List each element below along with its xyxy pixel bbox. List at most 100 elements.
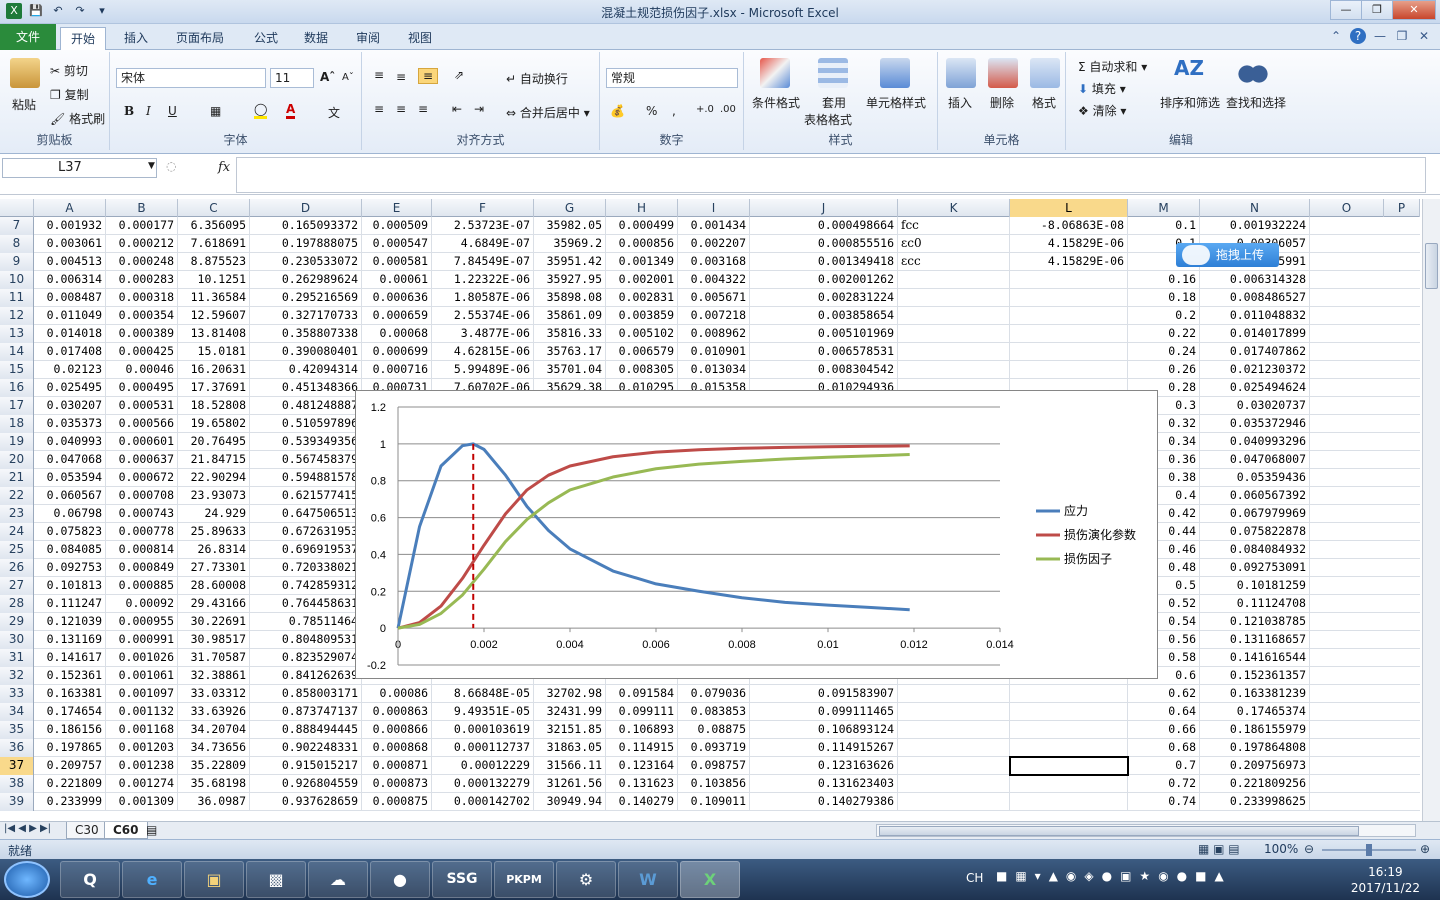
cell-b39[interactable]: 0.001309 [106, 793, 178, 811]
cell-i15[interactable]: 0.013034 [678, 361, 750, 379]
cell-m38[interactable]: 0.72 [1128, 775, 1200, 793]
column-header-l[interactable]: L [1010, 199, 1128, 217]
row-header[interactable]: 12 [0, 307, 34, 325]
conditional-format-icon[interactable] [760, 58, 790, 88]
cell-b17[interactable]: 0.000531 [106, 397, 178, 415]
minimize-button[interactable]: — [1330, 0, 1362, 20]
cell-e35[interactable]: 0.000866 [362, 721, 432, 739]
cell-i8[interactable]: 0.002207 [678, 235, 750, 253]
row-header[interactable]: 27 [0, 577, 34, 595]
cell-n30[interactable]: 0.131168657 [1200, 631, 1310, 649]
cell-g10[interactable]: 35927.95 [534, 271, 606, 289]
cell-b12[interactable]: 0.000354 [106, 307, 178, 325]
cell-a13[interactable]: 0.014018 [34, 325, 106, 343]
cell-c18[interactable]: 19.65802 [178, 415, 250, 433]
cell-c19[interactable]: 20.76495 [178, 433, 250, 451]
zoom-slider-thumb[interactable] [1366, 844, 1372, 856]
cell-j35[interactable]: 0.106893124 [750, 721, 898, 739]
cell-a24[interactable]: 0.075823 [34, 523, 106, 541]
cell-l39[interactable] [1010, 793, 1128, 811]
column-header-f[interactable]: F [432, 199, 534, 217]
insert-function-button[interactable]: fx [218, 160, 231, 175]
cell-k7[interactable]: fcc [898, 217, 1010, 235]
cell-i33[interactable]: 0.079036 [678, 685, 750, 703]
row-header[interactable]: 9 [0, 253, 34, 271]
row-header[interactable]: 34 [0, 703, 34, 721]
cell-d13[interactable]: 0.358807338 [250, 325, 362, 343]
cell-m34[interactable]: 0.64 [1128, 703, 1200, 721]
cell-g14[interactable]: 35763.17 [534, 343, 606, 361]
cell-d23[interactable]: 0.647506513 [250, 505, 362, 523]
cell-d38[interactable]: 0.926804559 [250, 775, 362, 793]
cut-button[interactable]: ✂ 剪切 [50, 62, 88, 79]
increase-indent-icon[interactable]: ⇥ [474, 102, 485, 116]
cell-a30[interactable]: 0.131169 [34, 631, 106, 649]
align-bottom-icon[interactable]: ≡ [418, 68, 438, 84]
cell-e11[interactable]: 0.000636 [362, 289, 432, 307]
cell-j33[interactable]: 0.091583907 [750, 685, 898, 703]
undo-icon[interactable]: ↶ [53, 4, 63, 17]
sheet-tab-c60[interactable]: C60 [104, 822, 148, 839]
sheet-nav-icons[interactable]: |◀ ◀ ▶ ▶| [4, 823, 52, 834]
cell-a11[interactable]: 0.008487 [34, 289, 106, 307]
merge-center-button[interactable]: ⇔ 合并后居中 ▾ [506, 106, 590, 120]
cell-d25[interactable]: 0.696919537 [250, 541, 362, 559]
cell-n24[interactable]: 0.075822878 [1200, 523, 1310, 541]
cell-e15[interactable]: 0.000716 [362, 361, 432, 379]
cell-c30[interactable]: 30.98517 [178, 631, 250, 649]
cell-f33[interactable]: 8.66848E-05 [432, 685, 534, 703]
cell-b23[interactable]: 0.000743 [106, 505, 178, 523]
cell-m39[interactable]: 0.74 [1128, 793, 1200, 811]
insert-cells-icon[interactable] [946, 58, 976, 88]
cell-b14[interactable]: 0.000425 [106, 343, 178, 361]
cell-d39[interactable]: 0.937628659 [250, 793, 362, 811]
cell-d29[interactable]: 0.78511464 [250, 613, 362, 631]
percent-icon[interactable]: % [646, 104, 658, 118]
cell-a37[interactable]: 0.209757 [34, 757, 106, 775]
row-header[interactable]: 39 [0, 793, 34, 811]
cell-n26[interactable]: 0.092753091 [1200, 559, 1310, 577]
cell-d27[interactable]: 0.742859312 [250, 577, 362, 595]
row-header[interactable]: 25 [0, 541, 34, 559]
cell-a15[interactable]: 0.02123 [34, 361, 106, 379]
cell-d7[interactable]: 0.165093372 [250, 217, 362, 235]
cell-n38[interactable]: 0.221809256 [1200, 775, 1310, 793]
cell-c22[interactable]: 23.93073 [178, 487, 250, 505]
taskbar-app-computer[interactable]: ▩ [246, 861, 306, 898]
cell-i38[interactable]: 0.103856 [678, 775, 750, 793]
cell-c34[interactable]: 33.63926 [178, 703, 250, 721]
font-family-select[interactable]: 宋体 [116, 68, 266, 88]
name-box[interactable]: L37 [2, 158, 157, 178]
row-header[interactable]: 24 [0, 523, 34, 541]
cell-k34[interactable] [898, 703, 1010, 721]
cell-f15[interactable]: 5.99489E-06 [432, 361, 534, 379]
cell-l33[interactable] [1010, 685, 1128, 703]
cell-n32[interactable]: 0.152361357 [1200, 667, 1310, 685]
cell-m20[interactable]: 0.36 [1128, 451, 1200, 469]
cell-b29[interactable]: 0.000955 [106, 613, 178, 631]
cell-e10[interactable]: 0.00061 [362, 271, 432, 289]
cell-a19[interactable]: 0.040993 [34, 433, 106, 451]
column-header-k[interactable]: K [898, 199, 1010, 217]
cell-c7[interactable]: 6.356095 [178, 217, 250, 235]
cell-h13[interactable]: 0.005102 [606, 325, 678, 343]
autosum-button[interactable]: Σ 自动求和 ▾ [1078, 60, 1148, 74]
cell-a34[interactable]: 0.174654 [34, 703, 106, 721]
align-right-icon[interactable]: ≡ [418, 102, 429, 116]
cell-b30[interactable]: 0.000991 [106, 631, 178, 649]
cell-a16[interactable]: 0.025495 [34, 379, 106, 397]
row-header[interactable]: 29 [0, 613, 34, 631]
cell-g12[interactable]: 35861.09 [534, 307, 606, 325]
column-header-g[interactable]: G [534, 199, 606, 217]
orientation-icon[interactable]: ⇗ [454, 68, 465, 82]
language-indicator[interactable]: CH [966, 871, 984, 885]
cell-d35[interactable]: 0.888494445 [250, 721, 362, 739]
cell-g38[interactable]: 31261.56 [534, 775, 606, 793]
cell-a39[interactable]: 0.233999 [34, 793, 106, 811]
delete-cells-icon[interactable] [988, 58, 1018, 88]
cell-c26[interactable]: 27.73301 [178, 559, 250, 577]
cell-l38[interactable] [1010, 775, 1128, 793]
formula-expand-icon[interactable]: ◌ [166, 159, 177, 173]
cell-n10[interactable]: 0.006314328 [1200, 271, 1310, 289]
cell-a21[interactable]: 0.053594 [34, 469, 106, 487]
